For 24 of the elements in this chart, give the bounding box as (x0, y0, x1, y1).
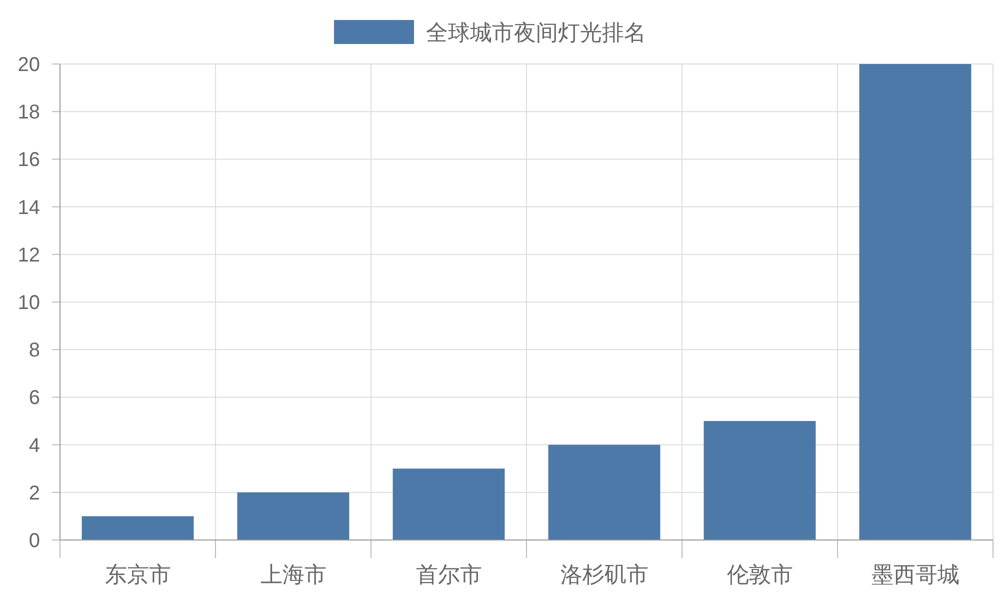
x-tick-label: 上海市 (260, 562, 326, 587)
x-tick-label: 首尔市 (416, 562, 482, 587)
bar (392, 468, 505, 540)
y-tick-label: 2 (28, 482, 40, 504)
x-tick-label: 洛杉矶市 (560, 562, 648, 587)
bar (237, 492, 350, 540)
y-tick-label: 12 (18, 244, 40, 266)
y-tick-label: 20 (18, 54, 40, 76)
x-tick-label: 伦敦市 (726, 562, 793, 587)
y-tick-label: 10 (18, 292, 40, 314)
y-tick-label: 14 (18, 196, 40, 219)
y-tick-label: 18 (18, 102, 40, 124)
y-tick-label: 0 (28, 530, 40, 552)
x-tick-label: 墨西哥城 (871, 562, 960, 587)
bar (859, 64, 972, 540)
y-tick-label: 6 (28, 387, 40, 410)
bar (704, 421, 816, 540)
y-tick-label: 8 (28, 340, 40, 362)
bar (82, 516, 194, 540)
x-tick-label: 东京市 (104, 562, 171, 587)
y-tick-label: 16 (18, 149, 40, 172)
legend-label: 全球城市夜间灯光排名 (426, 20, 646, 45)
bar (548, 444, 660, 540)
y-tick-label: 4 (28, 434, 40, 457)
